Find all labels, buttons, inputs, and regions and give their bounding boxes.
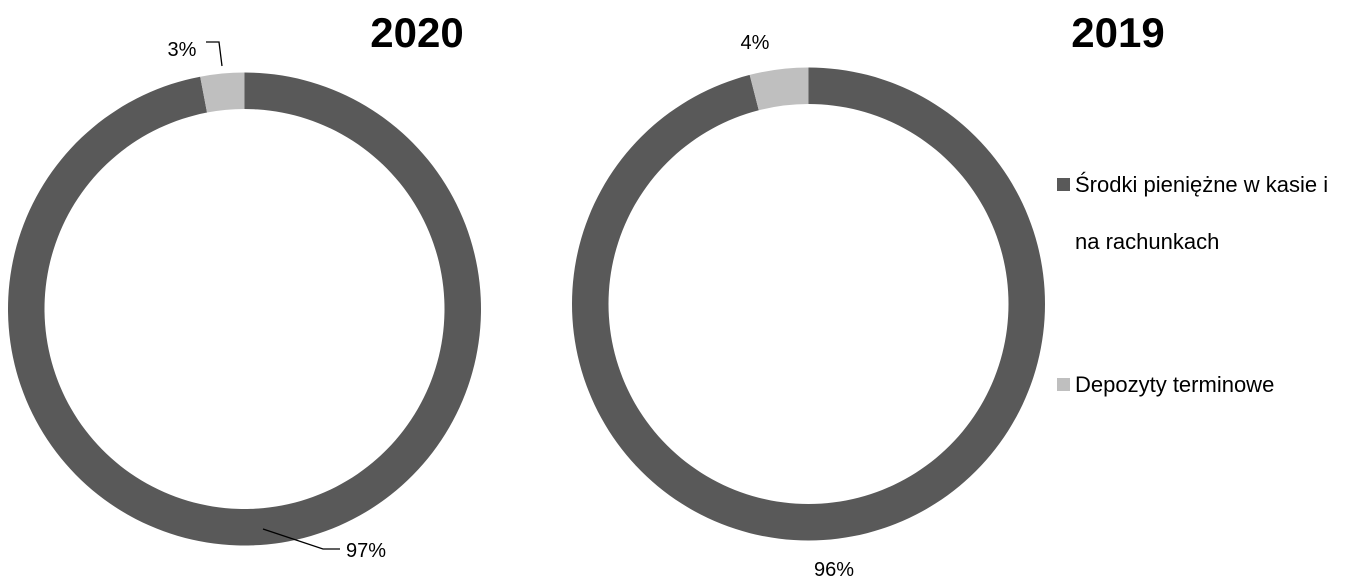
chart-title-2019: 2019 — [1071, 9, 1164, 56]
data-label-2019-srodki: 96% — [814, 559, 854, 579]
legend: Środki pieniężne w kasie i na rachunkach… — [1057, 172, 1328, 397]
legend-swatch-depozyty — [1057, 378, 1070, 391]
chart-title-2020: 2020 — [370, 9, 463, 56]
donut-slice-2020-srodki — [7, 72, 482, 546]
data-label-2020-depozyty: 3% — [168, 39, 197, 61]
data-label-2019-depozyty: 4% — [741, 32, 770, 54]
legend-label-srodki-line2: na rachunkach — [1075, 229, 1219, 254]
donut-slice-2019-srodki — [571, 67, 1045, 541]
donut-slice-2019-depozyty — [749, 67, 809, 111]
data-label-2020-srodki: 97% — [346, 540, 386, 562]
legend-label-srodki-line1: Środki pieniężne w kasie i — [1075, 172, 1328, 197]
leader-line-2020-large — [262, 528, 340, 550]
legend-label-depozyty: Depozyty terminowe — [1075, 372, 1274, 397]
donut-chart-2020 — [7, 72, 482, 546]
leader-line-2020-small — [206, 41, 223, 67]
legend-swatch-srodki — [1057, 178, 1070, 191]
donut-slice-2020-depozyty — [200, 72, 245, 113]
donut-chart-2019 — [571, 67, 1045, 541]
